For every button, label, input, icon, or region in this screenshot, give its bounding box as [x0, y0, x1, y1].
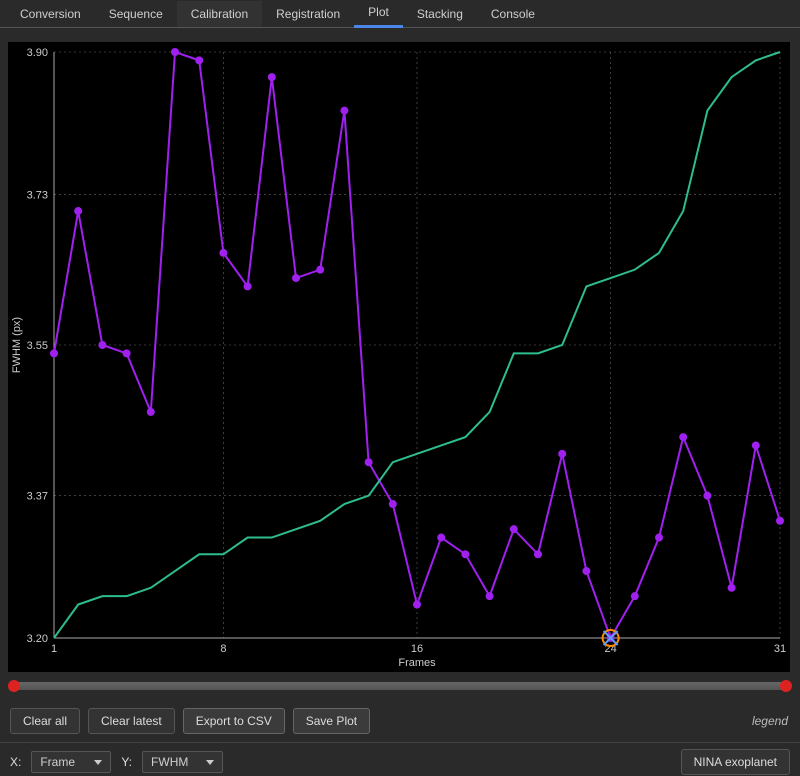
tab-console[interactable]: Console	[477, 1, 549, 27]
export-csv-button[interactable]: Export to CSV	[183, 708, 285, 734]
slider-handle-high[interactable]	[780, 680, 792, 692]
tab-conversion[interactable]: Conversion	[6, 1, 95, 27]
clear-latest-button[interactable]: Clear latest	[88, 708, 175, 734]
svg-text:Frames: Frames	[398, 657, 436, 669]
y-axis-select-value: FWHM	[151, 755, 188, 769]
range-slider[interactable]	[14, 676, 786, 696]
svg-text:3.20: 3.20	[27, 633, 48, 645]
tab-plot[interactable]: Plot	[354, 0, 403, 28]
svg-text:FWHM (px): FWHM (px)	[11, 317, 23, 373]
plot-buttons-row: Clear all Clear latest Export to CSV Sav…	[0, 704, 800, 738]
x-axis-select-value: Frame	[40, 755, 75, 769]
axis-selectors-row: X: Frame Y: FWHM NINA exoplanet	[0, 742, 800, 776]
slider-handle-low[interactable]	[8, 680, 20, 692]
nina-exoplanet-button[interactable]: NINA exoplanet	[681, 749, 790, 775]
plot-svg: 3.203.373.553.733.9018162431FramesFWHM (…	[8, 42, 790, 672]
save-plot-button[interactable]: Save Plot	[293, 708, 370, 734]
svg-text:31: 31	[774, 643, 786, 655]
svg-text:8: 8	[220, 643, 226, 655]
tab-calibration[interactable]: Calibration	[177, 1, 262, 27]
svg-text:3.37: 3.37	[27, 491, 48, 503]
svg-text:3.90: 3.90	[27, 47, 48, 59]
x-axis-label: X:	[10, 755, 21, 769]
main-tabs: ConversionSequenceCalibrationRegistratio…	[0, 0, 800, 28]
svg-text:3.73: 3.73	[27, 189, 48, 201]
chevron-down-icon	[206, 760, 214, 765]
tab-sequence[interactable]: Sequence	[95, 1, 177, 27]
svg-text:3.55: 3.55	[27, 340, 48, 352]
tab-stacking[interactable]: Stacking	[403, 1, 477, 27]
legend-label: legend	[752, 714, 790, 728]
y-axis-select[interactable]: FWHM	[142, 751, 223, 773]
clear-all-button[interactable]: Clear all	[10, 708, 80, 734]
svg-text:16: 16	[411, 643, 423, 655]
chevron-down-icon	[94, 760, 102, 765]
plot-area: 3.203.373.553.733.9018162431FramesFWHM (…	[8, 42, 790, 672]
tab-registration[interactable]: Registration	[262, 1, 354, 27]
y-axis-label: Y:	[121, 755, 132, 769]
svg-text:1: 1	[51, 643, 57, 655]
slider-track[interactable]	[14, 682, 786, 690]
x-axis-select[interactable]: Frame	[31, 751, 111, 773]
